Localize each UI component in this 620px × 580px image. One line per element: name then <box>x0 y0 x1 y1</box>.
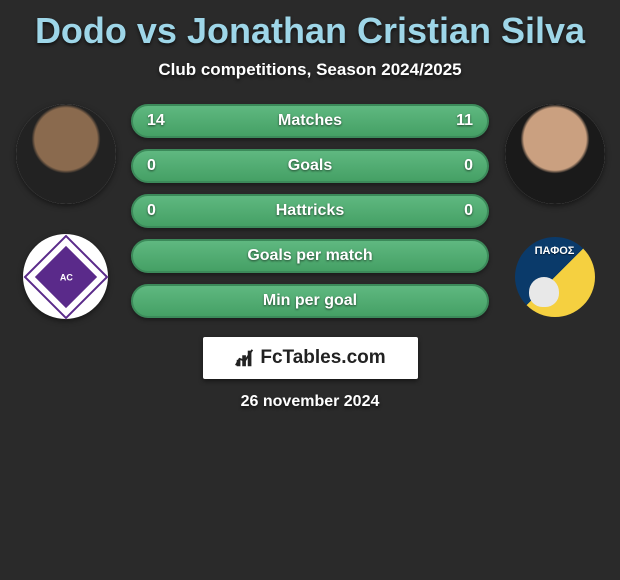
player-left-face <box>16 104 116 204</box>
stat-label: Goals <box>288 157 332 175</box>
club-left-abbr: AC <box>59 272 72 282</box>
club-right-text: ΠΑΦΟΣ <box>535 245 575 257</box>
comparison-card: Dodo vs Jonathan Cristian Silva Club com… <box>0 0 620 411</box>
brand-box: FcTables.com <box>203 337 418 379</box>
fiorentina-shield-icon: AC <box>23 234 108 319</box>
stat-label: Hattricks <box>276 202 344 220</box>
stat-row-goals-per-match: Goals per match <box>131 239 489 273</box>
date-line: 26 november 2024 <box>0 393 620 411</box>
player-right-face <box>505 104 605 204</box>
club-right-badge: ΠΑΦΟΣ <box>512 234 597 319</box>
stat-label: Min per goal <box>263 292 357 310</box>
pafos-shield-icon: ΠΑΦΟΣ <box>515 237 595 317</box>
page-title: Dodo vs Jonathan Cristian Silva <box>0 10 620 52</box>
subtitle: Club competitions, Season 2024/2025 <box>0 60 620 80</box>
main-row: AC 14 Matches 11 0 Goals 0 0 Hattricks 0 <box>0 104 620 319</box>
brand-text: FcTables.com <box>260 347 385 369</box>
pafos-head-icon <box>529 277 559 307</box>
stat-row-goals: 0 Goals 0 <box>131 149 489 183</box>
club-left-badge: AC <box>23 234 108 319</box>
stat-left-value: 0 <box>147 157 156 175</box>
stat-row-hattricks: 0 Hattricks 0 <box>131 194 489 228</box>
left-column: AC <box>8 104 123 319</box>
right-column: ΠΑΦΟΣ <box>497 104 612 319</box>
stat-left-value: 0 <box>147 202 156 220</box>
stat-right-value: 0 <box>464 202 473 220</box>
stat-left-value: 14 <box>147 112 165 130</box>
stat-label: Goals per match <box>247 247 372 265</box>
player-right-avatar <box>505 104 605 204</box>
stats-column: 14 Matches 11 0 Goals 0 0 Hattricks 0 Go… <box>123 104 497 318</box>
bar-chart-icon <box>234 347 256 369</box>
stat-row-min-per-goal: Min per goal <box>131 284 489 318</box>
player-left-avatar <box>16 104 116 204</box>
stat-right-value: 0 <box>464 157 473 175</box>
stat-label: Matches <box>278 112 342 130</box>
stat-right-value: 11 <box>456 112 473 130</box>
stat-row-matches: 14 Matches 11 <box>131 104 489 138</box>
